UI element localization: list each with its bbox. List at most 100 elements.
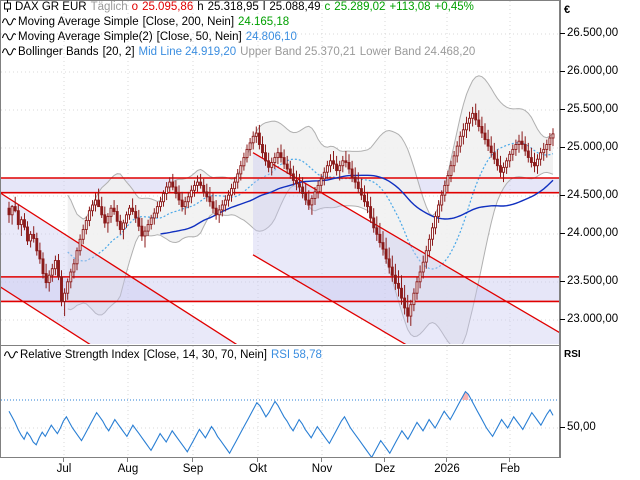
candle — [437, 200, 441, 223]
candle — [350, 160, 354, 183]
candle — [44, 263, 48, 289]
candle — [363, 185, 366, 207]
candle — [514, 139, 518, 156]
candle — [474, 103, 478, 125]
candle — [257, 124, 261, 150]
low-label: l — [262, 1, 266, 13]
indicator-value: 25.370,21 — [304, 46, 356, 58]
time-axis-label: Okt — [249, 463, 267, 475]
time-axis-label: Sep — [182, 463, 204, 475]
candle — [502, 162, 505, 183]
bollinger-mid-line — [67, 142, 554, 270]
indicator-name: Moving Average Simple — [18, 16, 139, 28]
candle — [431, 222, 434, 246]
candle — [140, 218, 144, 241]
candle — [489, 136, 493, 158]
candle — [223, 195, 227, 212]
candle — [270, 157, 274, 176]
candle — [118, 214, 122, 235]
candle — [155, 201, 159, 218]
candle — [109, 205, 113, 223]
candle — [378, 222, 382, 248]
candle — [291, 165, 295, 186]
candle — [72, 258, 76, 279]
price-axis-label: 24.500,00 — [567, 189, 619, 201]
indicator-value-label: Upper Band — [240, 46, 302, 58]
indicator-name: Moving Average Simple(2) — [18, 31, 153, 43]
candle — [137, 209, 141, 232]
price-plot — [1, 1, 559, 344]
candle — [483, 123, 487, 145]
price-axis-label: 23.500,00 — [567, 275, 619, 287]
change-absolute: +113,08 — [389, 1, 431, 13]
candle — [13, 196, 17, 213]
candle — [205, 183, 209, 202]
candle — [449, 160, 453, 183]
candle — [406, 294, 410, 323]
indicator-value: 24.468,20 — [424, 46, 476, 58]
candle — [443, 180, 447, 202]
candle — [29, 231, 33, 248]
time-axis-tick — [192, 458, 193, 462]
wave-icon — [4, 349, 18, 360]
time-axis-tick — [384, 458, 385, 462]
candle — [159, 196, 162, 212]
rsi-indicator-params: [Close, 14, 30, 70, Nein] — [143, 349, 267, 361]
candle — [468, 111, 471, 132]
moving-averages — [160, 174, 554, 235]
candle — [81, 224, 85, 245]
descending-channel-left — [1, 192, 238, 344]
candle — [35, 232, 39, 256]
candle — [63, 288, 67, 317]
candle — [511, 144, 515, 161]
candle — [477, 110, 481, 132]
candle — [149, 214, 153, 230]
candle — [94, 193, 97, 212]
price-axis-tick — [560, 319, 565, 320]
chart-legend: DAX GR EUR Täglich o 25.095,86 h 25.318,95 l 25… — [0, 0, 560, 60]
indicator-name: Bollinger Bands — [18, 46, 99, 58]
candle — [427, 234, 431, 258]
candle — [273, 152, 277, 169]
high-value: 25.318,95 — [207, 1, 259, 13]
candle — [97, 188, 101, 208]
candle — [301, 177, 305, 199]
candle — [499, 155, 502, 178]
candle — [47, 270, 51, 292]
candle — [471, 106, 475, 127]
axis-separator — [560, 0, 561, 458]
candle — [41, 252, 45, 279]
candle — [548, 133, 552, 151]
price-axis-label: 26.000,00 — [567, 65, 619, 77]
time-axis-tick — [127, 458, 128, 462]
candlestick-series — [7, 103, 555, 326]
candle — [217, 205, 221, 223]
close-value: 25.289,02 — [334, 1, 386, 13]
price-axis-tick — [560, 109, 565, 110]
candle — [465, 116, 468, 138]
indicator-value: 24.165,18 — [238, 16, 290, 28]
candle — [356, 172, 360, 194]
candle — [403, 285, 407, 315]
candle — [523, 136, 527, 156]
candle — [338, 160, 342, 181]
instrument-name: DAX GR EUR — [15, 1, 87, 13]
candle — [375, 216, 379, 241]
time-axis-label: Jul — [56, 463, 72, 475]
legend-row-indicator-1: Moving Average Simple(2) [Close, 50, Nein… — [0, 30, 560, 45]
candle — [492, 142, 496, 165]
candle — [242, 152, 246, 171]
candle — [32, 226, 36, 243]
candle — [91, 200, 94, 217]
candle — [539, 147, 543, 166]
candle — [214, 200, 218, 220]
candle — [434, 211, 437, 235]
candle — [38, 242, 42, 264]
candle — [131, 198, 135, 215]
rsi-indicator-name: Relative Strength Index — [20, 349, 140, 361]
candle — [486, 129, 490, 151]
candle — [495, 149, 499, 171]
interval-label: Täglich — [90, 1, 128, 13]
candle — [520, 131, 524, 150]
candle — [412, 288, 416, 312]
